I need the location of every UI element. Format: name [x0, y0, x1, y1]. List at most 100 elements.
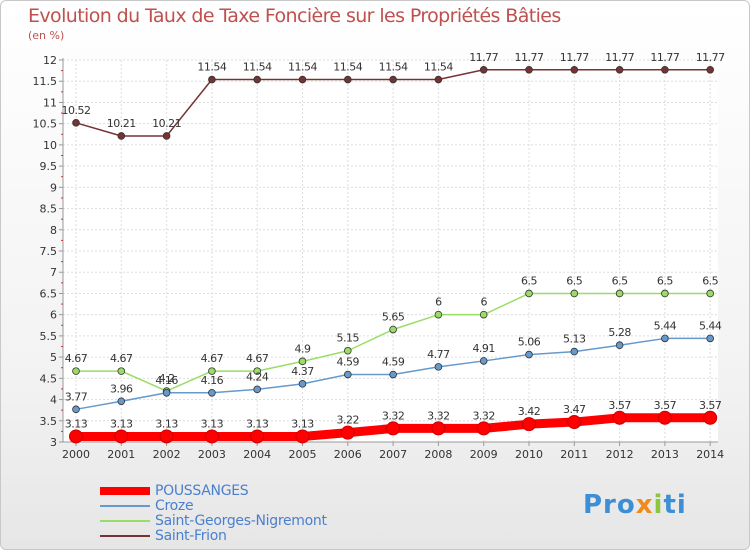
data-point-poussanges	[612, 410, 627, 425]
data-point-croze	[72, 405, 80, 414]
x-tick-label: 2012	[606, 448, 634, 461]
data-label-saint-frion: 11.54	[243, 61, 272, 74]
data-point-croze	[434, 363, 443, 371]
y-tick-label: 10.5	[33, 118, 58, 131]
data-point-saint-georges-nigremont	[72, 367, 80, 375]
data-point-saint-georges-nigremont	[615, 289, 624, 298]
data-point-saint-frion	[208, 75, 216, 84]
data-point-poussanges	[431, 421, 446, 436]
data-point-croze	[162, 388, 171, 397]
data-point-croze	[389, 370, 397, 379]
legend-swatch-saint-frion	[100, 535, 150, 537]
y-axis-unit: (en %)	[28, 29, 65, 42]
data-label-saint-frion: 11.77	[696, 51, 725, 64]
data-point-poussanges	[204, 429, 219, 444]
data-label-saint-frion: 11.77	[560, 51, 589, 64]
y-tick-label: 7.5	[40, 245, 58, 258]
data-label-saint-georges-nigremont: 4.67	[110, 352, 133, 365]
data-label-poussanges: 3.47	[563, 403, 586, 416]
data-point-croze	[253, 385, 262, 394]
data-point-poussanges	[340, 425, 355, 440]
data-label-poussanges: 3.32	[472, 409, 495, 422]
data-label-croze: 5.06	[518, 336, 541, 349]
x-tick-label: 2001	[107, 448, 135, 461]
legend-swatch-croze	[100, 505, 150, 507]
y-tick-label: 6	[50, 309, 57, 322]
data-point-saint-georges-nigremont	[706, 289, 714, 298]
data-point-saint-frion	[343, 75, 352, 84]
data-label-poussanges: 3.13	[110, 417, 133, 430]
x-tick-label: 2014	[696, 448, 724, 461]
x-tick-label: 2004	[243, 448, 271, 461]
data-label-croze: 4.59	[382, 356, 405, 369]
data-label-saint-georges-nigremont: 6.5	[702, 274, 718, 287]
y-tick-label: 11	[43, 96, 57, 109]
data-point-poussanges	[250, 429, 265, 444]
y-tick-label: 10	[43, 139, 57, 152]
data-label-poussanges: 3.42	[518, 405, 541, 418]
y-tick-label: 4.5	[40, 372, 58, 385]
data-point-poussanges	[567, 415, 582, 430]
data-point-poussanges	[295, 429, 310, 444]
y-tick-label: 9	[50, 181, 57, 194]
x-tick-label: 2010	[515, 448, 543, 461]
data-point-saint-frion	[661, 65, 669, 74]
data-point-saint-georges-nigremont	[389, 325, 397, 334]
chart-title: Evolution du Taux de Taxe Foncière sur l…	[28, 5, 561, 27]
data-point-saint-frion	[72, 119, 80, 127]
data-label-poussanges: 3.13	[201, 417, 224, 430]
data-label-saint-georges-nigremont: 4.67	[201, 352, 224, 365]
data-label-saint-frion: 11.77	[605, 51, 634, 64]
data-point-croze	[479, 357, 488, 365]
data-point-saint-georges-nigremont	[661, 289, 669, 298]
data-label-saint-frion: 10.52	[62, 104, 91, 117]
data-label-croze: 4.24	[246, 370, 269, 383]
data-label-croze: 4.91	[472, 342, 495, 355]
data-label-poussanges: 3.57	[654, 399, 677, 412]
legend-swatch-poussanges	[100, 487, 150, 495]
data-label-croze: 4.77	[427, 348, 450, 361]
data-point-saint-frion	[253, 75, 262, 84]
x-tick-label: 2005	[289, 448, 317, 461]
data-label-poussanges: 3.13	[65, 417, 88, 430]
data-point-croze	[117, 397, 126, 406]
data-point-saint-georges-nigremont	[117, 367, 126, 375]
x-tick-label: 2009	[470, 448, 498, 461]
data-point-croze	[208, 388, 216, 397]
data-label-saint-georges-nigremont: 6	[480, 296, 487, 309]
data-point-croze	[661, 334, 669, 343]
legend-label-croze: Croze	[155, 498, 194, 514]
data-label-croze: 4.16	[155, 374, 178, 387]
y-tick-label: 3.5	[40, 415, 58, 428]
data-point-saint-frion	[117, 132, 126, 140]
data-point-saint-frion	[525, 65, 533, 74]
data-label-poussanges: 3.57	[699, 399, 722, 412]
data-label-croze: 5.28	[608, 326, 631, 339]
data-label-saint-georges-nigremont: 4.2	[159, 372, 175, 385]
data-point-saint-georges-nigremont	[525, 289, 533, 298]
data-label-saint-georges-nigremont: 6.5	[566, 274, 582, 287]
x-tick-label: 2002	[153, 448, 181, 461]
data-label-saint-frion: 10.21	[107, 117, 136, 130]
data-point-saint-frion	[434, 75, 443, 84]
data-label-croze: 5.44	[699, 319, 722, 332]
y-tick-label: 11.5	[33, 75, 58, 88]
data-label-saint-georges-nigremont: 4.9	[295, 342, 311, 355]
x-tick-label: 2008	[424, 448, 452, 461]
legend-label-saint-georges-nigremont: Saint-Georges-Nigremont	[155, 513, 327, 529]
data-label-poussanges: 3.32	[382, 409, 405, 422]
y-tick-label: 6.5	[40, 287, 58, 300]
x-tick-label: 2003	[198, 448, 226, 461]
data-point-saint-georges-nigremont	[208, 367, 216, 375]
data-label-croze: 5.44	[654, 319, 677, 332]
data-label-poussanges: 3.13	[246, 417, 269, 430]
data-point-croze	[615, 341, 624, 350]
data-label-saint-frion: 11.77	[515, 51, 544, 64]
data-point-saint-frion	[162, 132, 171, 140]
data-point-saint-frion	[570, 65, 579, 74]
x-tick-label: 2011	[560, 448, 588, 461]
y-tick-label: 3	[50, 436, 57, 449]
y-tick-label: 8.5	[40, 203, 58, 216]
data-label-croze: 4.16	[201, 374, 224, 387]
